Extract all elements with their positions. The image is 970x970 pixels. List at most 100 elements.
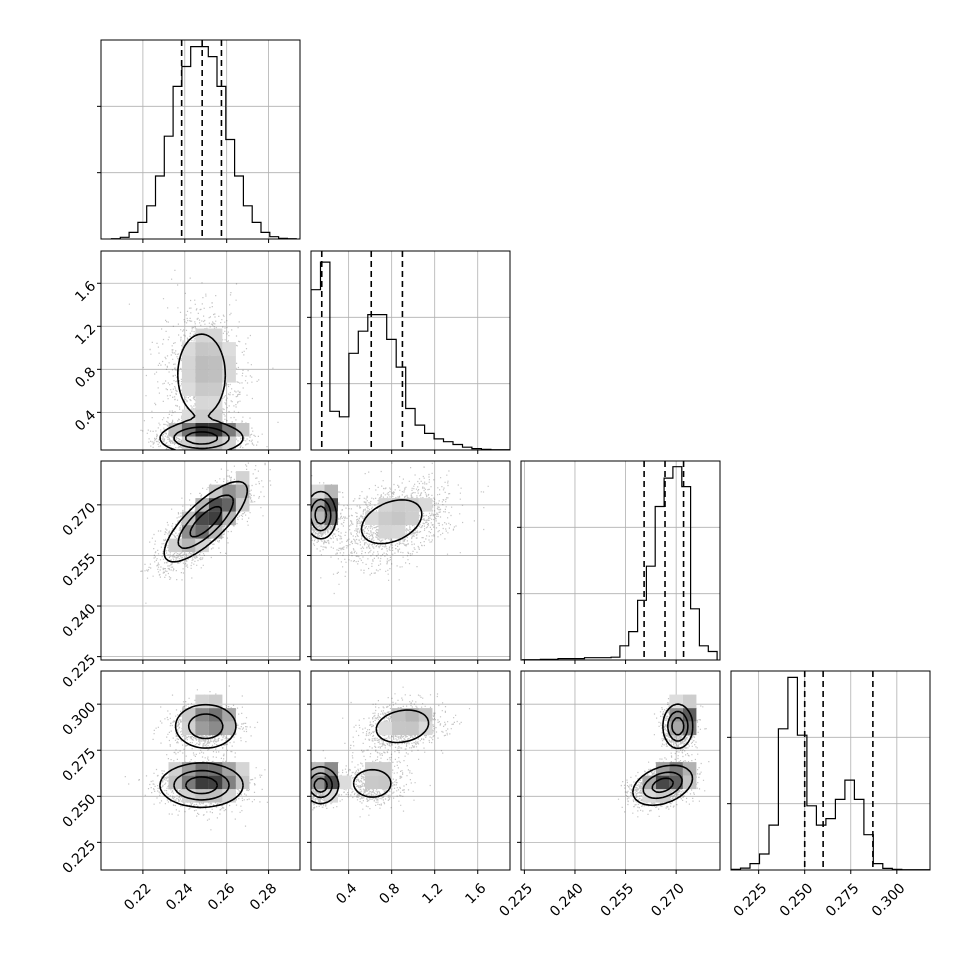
density-cell <box>181 538 196 553</box>
density-cell <box>195 538 209 553</box>
panel-frame <box>310 250 511 451</box>
x-tick-label: 0.275 <box>823 880 863 920</box>
histogram-step-1 <box>311 261 510 450</box>
contour-level-0 <box>163 480 249 563</box>
x-tick-label: 0.250 <box>777 880 817 920</box>
density-cell <box>208 382 223 396</box>
scatter-panel-3-1 <box>307 670 511 874</box>
density-cell <box>208 721 223 736</box>
panel-frame <box>310 670 511 871</box>
panel-frame <box>100 460 301 661</box>
density-cell <box>181 721 196 736</box>
density-cell <box>181 355 196 370</box>
histogram-panel-3 <box>727 670 931 874</box>
density-cell <box>391 721 406 736</box>
density-cell <box>311 762 325 776</box>
density-cell <box>181 369 196 383</box>
density-cell <box>208 396 223 410</box>
density-cell <box>222 342 236 356</box>
histogram-panel-1 <box>307 250 511 454</box>
scatter-panel-3-2 <box>517 670 721 874</box>
contour-level-0 <box>159 703 244 809</box>
y-tick-label: 0.270 <box>60 500 100 540</box>
density-cell <box>195 775 209 790</box>
panel-frame <box>730 670 931 871</box>
density-cell <box>682 694 697 709</box>
density-cell <box>418 708 433 722</box>
density-cell <box>378 721 392 736</box>
contour-level-0 <box>311 490 423 545</box>
histogram-step-2 <box>522 466 718 660</box>
y-tick-label: 0.250 <box>60 791 100 831</box>
scatter-panel-2-1 <box>307 460 511 664</box>
density-cell <box>195 355 209 370</box>
density-cell <box>195 511 209 526</box>
density-cell <box>181 382 196 396</box>
panel-frame <box>520 670 721 871</box>
density-cell <box>365 762 379 776</box>
x-tick-label: 0.225 <box>496 880 536 920</box>
panel-frame <box>100 250 301 451</box>
density-cell <box>682 775 697 790</box>
contour-level-1 <box>173 713 230 801</box>
histogram-panel-2 <box>517 460 721 664</box>
density-cell <box>181 511 196 526</box>
density-cell <box>208 328 223 343</box>
density-cell <box>365 775 379 790</box>
contour-level-2 <box>313 777 328 793</box>
y-tick-label: 0.300 <box>60 699 100 739</box>
contour-level-1 <box>177 494 235 550</box>
x-tick-label: 0.8 <box>376 880 403 907</box>
contour-level-2 <box>184 776 219 795</box>
density-cell <box>195 423 209 437</box>
contour-level-2 <box>314 505 328 525</box>
density-cell <box>222 789 236 803</box>
density-cell <box>324 484 338 499</box>
x-tick-label: 0.26 <box>205 880 238 913</box>
x-tick-label: 0.255 <box>598 880 638 920</box>
density-cell <box>235 762 250 776</box>
y-tick-label: 1.2 <box>72 321 99 348</box>
density-cell <box>391 498 406 512</box>
histogram-step-3 <box>731 676 930 870</box>
density-cell <box>222 721 236 736</box>
y-tick-label: 0.8 <box>72 364 99 391</box>
density-cell <box>391 511 406 526</box>
contour-level-2 <box>189 505 223 538</box>
panel-frame <box>100 670 301 871</box>
density-cell <box>222 355 236 370</box>
x-tick-label: 1.2 <box>419 880 446 907</box>
contour-level-0 <box>311 709 430 805</box>
density-cell <box>195 396 209 410</box>
density-cell <box>405 721 419 736</box>
density-cell <box>195 762 209 776</box>
density-cell <box>181 708 196 722</box>
y-tick-label: 0.255 <box>60 550 100 590</box>
density-cell <box>222 484 236 499</box>
panel-frame <box>310 460 511 661</box>
density-cell <box>324 762 338 776</box>
density-cell <box>235 423 250 437</box>
contour-level-0 <box>632 703 694 807</box>
density-cell <box>181 409 196 423</box>
panel-frame <box>520 460 721 661</box>
density-cell <box>324 789 338 803</box>
density-cell <box>208 342 223 356</box>
contour-level-2 <box>185 431 219 445</box>
density-cell <box>208 511 223 526</box>
y-tick-label: 0.225 <box>60 652 100 692</box>
x-tick-label: 0.270 <box>648 880 688 920</box>
density-cell <box>324 511 338 526</box>
density-cell <box>195 382 209 396</box>
density-cell <box>391 525 406 539</box>
y-tick-label: 0.4 <box>72 407 99 434</box>
histogram-panel-0 <box>97 39 301 243</box>
x-tick-label: 0.4 <box>333 880 360 907</box>
density-cell <box>418 721 433 736</box>
density-cell <box>682 762 697 776</box>
density-cell <box>405 498 419 512</box>
x-tick-label: 1.6 <box>462 880 489 907</box>
density-cell <box>195 369 209 383</box>
contour-level-2 <box>651 717 685 794</box>
contour-level-1 <box>311 772 333 799</box>
